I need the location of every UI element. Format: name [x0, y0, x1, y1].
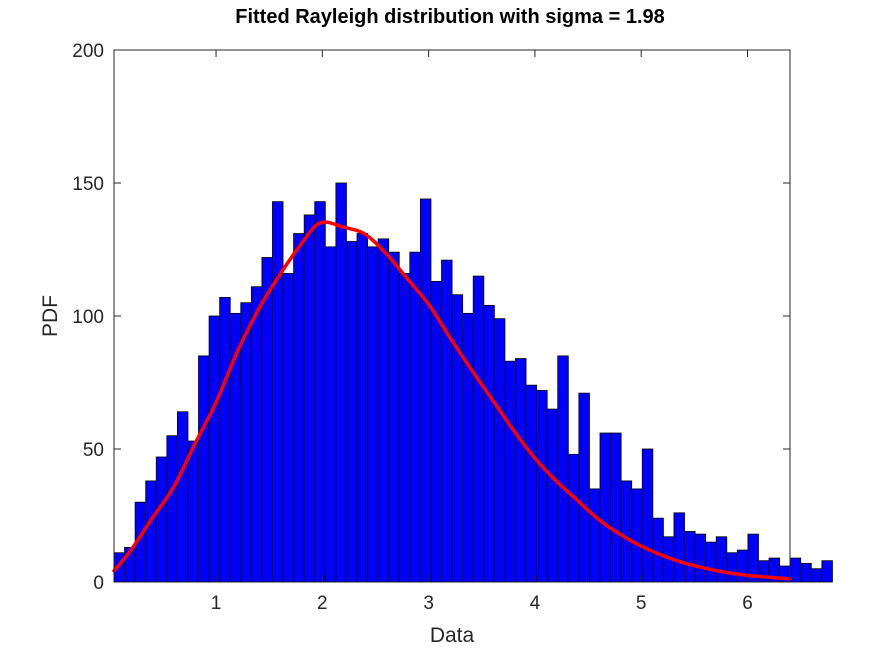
- histogram-bar: [430, 281, 442, 583]
- histogram-bar: [557, 355, 569, 583]
- histogram-bar: [789, 557, 802, 583]
- histogram-bar: [176, 411, 189, 583]
- histogram-bar: [314, 201, 326, 583]
- histogram-bar: [208, 315, 221, 583]
- histogram-bar: [219, 296, 231, 583]
- y-tick-label: 0: [93, 573, 104, 594]
- histogram-bar: [610, 432, 622, 583]
- histogram-bar: [388, 251, 400, 583]
- histogram-bar: [377, 238, 390, 583]
- y-tick-label: 50: [83, 440, 104, 461]
- histogram-bar: [462, 312, 474, 583]
- histogram-bar: [631, 488, 643, 583]
- histogram-bar: [493, 318, 506, 583]
- histogram-bar: [367, 246, 379, 583]
- histogram-bar: [652, 517, 664, 583]
- histogram-bar: [525, 384, 538, 583]
- y-tick-label: 200: [72, 41, 104, 62]
- x-axis-label: Data: [430, 624, 475, 647]
- histogram-bar: [419, 198, 432, 583]
- histogram-bar: [272, 201, 284, 583]
- histogram-bar: [409, 251, 421, 583]
- histogram-bar: [356, 233, 368, 583]
- histogram-bar: [282, 273, 295, 583]
- histogram-bar: [705, 541, 717, 583]
- histogram-bar: [736, 549, 749, 583]
- histogram-bar: [145, 480, 157, 583]
- histogram-bar: [324, 246, 337, 583]
- histogram-bar: [303, 214, 316, 583]
- histogram-bar: [726, 552, 738, 583]
- chart-title: Fitted Rayleigh distribution with sigma …: [235, 6, 665, 28]
- histogram-bar: [187, 440, 199, 583]
- histogram-bar: [441, 259, 453, 583]
- histogram-bar: [483, 304, 495, 583]
- histogram-bar: [546, 408, 559, 583]
- histogram-bar: [166, 435, 178, 583]
- histogram-bar: [684, 531, 696, 583]
- histogram-bar: [250, 286, 263, 583]
- histogram-bar: [578, 392, 590, 583]
- histogram-bar: [620, 480, 633, 583]
- histogram-bar: [504, 360, 516, 583]
- x-tick-label: 3: [423, 593, 434, 614]
- histogram-bar: [800, 562, 812, 583]
- histogram-bar: [155, 456, 168, 583]
- histogram-bar: [335, 182, 347, 583]
- histogram-bar: [198, 355, 210, 583]
- histogram-bar: [515, 358, 527, 583]
- histogram-bar: [673, 512, 685, 583]
- histogram-bar: [589, 488, 601, 583]
- histogram-bar: [567, 453, 580, 583]
- histogram-bar: [293, 233, 305, 583]
- y-tick-label: 100: [72, 307, 104, 328]
- histogram-bar: [261, 257, 273, 583]
- rayleigh-fit-line: [112, 220, 792, 581]
- histogram-bar: [536, 390, 548, 583]
- histogram-bar: [451, 294, 464, 583]
- x-tick-label: 4: [530, 593, 541, 614]
- histogram-bar: [694, 533, 707, 583]
- x-tick-label: 1: [211, 593, 222, 614]
- y-tick-label: 150: [72, 174, 104, 195]
- x-axis-ticks: 1 2 3 4 5 6: [211, 50, 753, 614]
- histogram-bar: [810, 568, 823, 583]
- histogram-bar: [472, 275, 485, 583]
- histogram-bar: [398, 273, 411, 583]
- histogram-bar: [821, 560, 833, 583]
- x-tick-label: 6: [742, 593, 753, 614]
- histogram-bar: [715, 536, 728, 583]
- histogram-bar: [599, 432, 611, 583]
- x-tick-label: 5: [636, 593, 647, 614]
- histogram-bar: [641, 448, 654, 583]
- histogram-bar: [346, 241, 358, 583]
- y-axis-ticks: 0 50 100 150 200: [72, 41, 790, 594]
- x-tick-label: 2: [317, 593, 328, 614]
- y-axis-label: PDF: [39, 295, 62, 337]
